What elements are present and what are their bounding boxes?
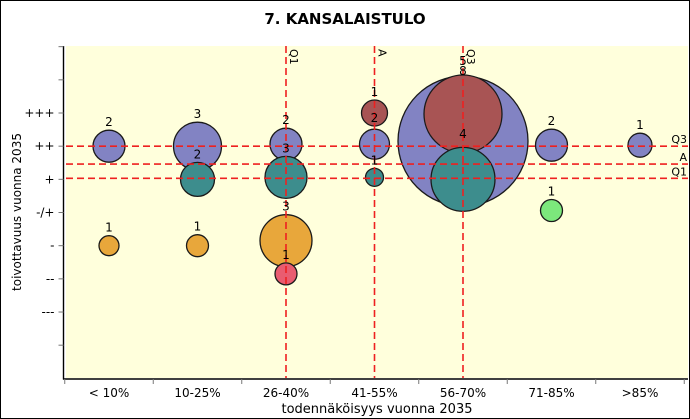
y-tick-label: - <box>50 239 54 253</box>
bubble-purple-2 <box>92 129 126 163</box>
horizontal-guide-label-a: A <box>679 151 687 164</box>
bubble-count-label: 2 <box>282 113 290 127</box>
chart-title: 7. KANSALAISTULO <box>264 10 426 28</box>
y-tick-label: +++ <box>24 106 54 120</box>
bubble-count-label: 2 <box>548 114 556 128</box>
bubble-purple-2 <box>534 128 569 162</box>
bubble-count-label: 1 <box>548 185 556 199</box>
vertical-guide-label-a: A <box>376 49 389 57</box>
x-tick-label: 56-70% <box>440 386 486 400</box>
bubble-count-label: 2 <box>194 147 202 161</box>
bubble-orange-1 <box>185 234 210 258</box>
bubble-count-label: 2 <box>371 111 379 125</box>
bubble-count-label: 1 <box>282 248 290 262</box>
bubble-count-label: 5 <box>459 54 467 68</box>
x-tick-label: < 10% <box>89 386 130 400</box>
bubble-count-label: 3 <box>282 200 290 214</box>
vertical-guide-label-q3: Q3 <box>464 49 477 65</box>
bubble-count-label: 4 <box>459 127 467 141</box>
bubble-count-label: 1 <box>371 85 379 99</box>
bubble-count-label: 3 <box>282 141 290 155</box>
bubble-count-label: 2 <box>105 115 113 129</box>
bubble-purple-1 <box>627 132 653 158</box>
bubble-count-label: 1 <box>194 220 202 234</box>
y-tick-label: ++ <box>34 139 54 153</box>
y-axis-title: toivottavuus vuonna 2035 <box>10 133 24 291</box>
bubble-red-1 <box>274 262 298 286</box>
horizontal-guide-label-q3: Q3 <box>671 133 687 146</box>
x-tick-label: 26-40% <box>263 386 309 400</box>
bubble-count-label: 1 <box>371 153 379 167</box>
x-tick-label: 71-85% <box>528 386 574 400</box>
x-tick-label: 41-55% <box>351 386 397 400</box>
y-tick-label: -- <box>46 272 55 286</box>
x-tick-label: 10-25% <box>174 386 220 400</box>
bubble-count-label: 3 <box>194 107 202 121</box>
y-tick-label: + <box>44 172 54 186</box>
bubble-green-1 <box>539 198 564 223</box>
bubble-count-label: 1 <box>105 221 113 235</box>
bubble-count-label: 8 <box>459 64 467 78</box>
x-axis-title: todennäköisyys vuonna 2035 <box>282 402 473 417</box>
bubble-orange-1 <box>98 235 120 257</box>
vertical-guide-label-q1: Q1 <box>287 49 300 65</box>
y-tick-label: -/+ <box>36 206 54 220</box>
bubble-teal-2 <box>179 161 216 197</box>
bubble-count-label: 1 <box>636 118 644 132</box>
horizontal-guide-label-q1: Q1 <box>671 165 687 178</box>
x-tick-label: >85% <box>622 386 659 400</box>
y-tick-label: --- <box>42 305 55 319</box>
